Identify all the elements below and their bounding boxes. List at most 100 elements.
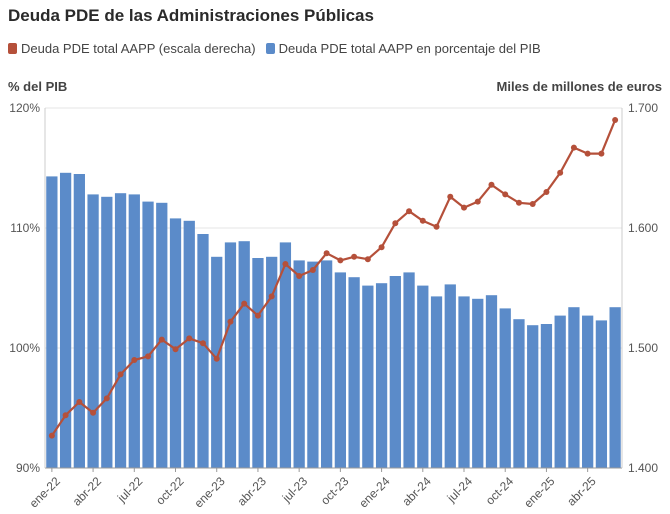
bar: [403, 272, 415, 468]
x-tick-label: ene-22: [27, 474, 64, 511]
x-tick-label: oct-22: [153, 474, 187, 508]
legend-item-bar: Deuda PDE total AAPP en porcentaje del P…: [265, 41, 541, 56]
line-point: [419, 217, 426, 224]
x-tick-label: oct-23: [318, 474, 352, 508]
line-point: [296, 273, 303, 279]
line-point: [488, 181, 495, 188]
line-point: [117, 371, 124, 378]
bar: [417, 285, 429, 468]
bar: [142, 201, 154, 468]
legend-swatch-line: [8, 43, 17, 54]
bar: [197, 234, 209, 468]
bar: [568, 307, 580, 468]
bar: [101, 196, 113, 469]
bar: [609, 307, 621, 468]
bar: [128, 194, 140, 468]
right-axis-title: Miles de millones de euros: [496, 79, 662, 94]
line-point: [612, 117, 619, 123]
line-point: [145, 353, 152, 360]
bar: [444, 284, 456, 468]
bar: [87, 194, 99, 468]
line-point: [309, 267, 316, 273]
line-point: [131, 357, 138, 363]
x-tick-label: abr-25: [564, 474, 599, 509]
bar: [252, 258, 264, 468]
bar: [472, 298, 484, 468]
bar: [114, 193, 127, 468]
line-point: [323, 250, 330, 257]
line-point: [598, 150, 605, 157]
bar: [238, 241, 250, 468]
line-point: [213, 355, 220, 362]
bar: [554, 315, 566, 468]
line-point: [474, 198, 481, 205]
bar: [73, 174, 85, 468]
bar: [169, 218, 182, 468]
line-point: [186, 335, 193, 342]
bar: [224, 242, 237, 468]
x-tick-label: abr-23: [235, 474, 270, 509]
y-tick-right: 1.700: [628, 101, 658, 115]
bar: [307, 261, 319, 468]
line-point: [584, 150, 591, 157]
bar: [266, 256, 278, 468]
bar: [46, 176, 58, 468]
bar: [211, 256, 223, 468]
legend-label-bar: Deuda PDE total AAPP en porcentaje del P…: [278, 41, 541, 56]
bar: [348, 277, 360, 468]
x-tick-label: ene-25: [521, 474, 558, 511]
y-tick-right: 1.600: [628, 221, 658, 235]
line-point: [461, 204, 468, 211]
line-point: [158, 336, 165, 343]
line-point: [172, 346, 179, 353]
x-tick-label: abr-22: [70, 474, 105, 509]
line-point: [76, 399, 83, 405]
line-point: [570, 144, 577, 151]
bar: [59, 172, 72, 469]
legend-swatch-bar: [265, 43, 275, 54]
y-tick-right: 1.400: [628, 461, 658, 475]
bar: [293, 260, 305, 468]
bar: [540, 324, 553, 468]
bar: [513, 319, 525, 468]
y-tick-left: 90%: [16, 461, 40, 475]
bar-series: [46, 172, 621, 469]
bar: [362, 285, 374, 468]
line-point: [90, 409, 97, 416]
legend-item-line: Deuda PDE total AAPP (escala derecha): [8, 41, 256, 56]
line-point: [378, 244, 385, 251]
bar: [485, 295, 498, 468]
line-point: [282, 261, 289, 267]
line-point: [515, 199, 522, 206]
line-point: [337, 257, 344, 264]
line-point: [254, 312, 261, 319]
bar: [389, 276, 401, 468]
line-point: [241, 300, 248, 307]
bar: [527, 325, 539, 468]
line-point: [529, 201, 536, 207]
y-tick-right: 1.500: [628, 341, 658, 355]
bar: [183, 220, 195, 468]
x-tick-label: oct-24: [483, 474, 517, 508]
bar: [458, 296, 470, 468]
legend: Deuda PDE total AAPP (escala derecha) De…: [8, 41, 541, 56]
x-tick-label: jul-22: [114, 474, 146, 506]
bar: [430, 296, 443, 468]
bar: [595, 320, 608, 468]
line-point: [227, 318, 234, 325]
line-point: [557, 169, 564, 176]
line-point: [62, 412, 69, 419]
chart-title: Deuda PDE de las Administraciones Públic…: [8, 6, 374, 25]
bar: [156, 202, 168, 469]
line-point: [433, 223, 440, 230]
x-tick-label: jul-24: [444, 474, 476, 506]
line-point: [392, 220, 399, 227]
line-point: [103, 395, 110, 402]
line-point: [199, 340, 206, 347]
line-series: [48, 117, 619, 439]
y-tick-left: 100%: [9, 341, 40, 355]
x-tick-label: abr-24: [399, 474, 434, 509]
x-tick-label: ene-23: [191, 474, 228, 511]
line-point: [502, 191, 509, 198]
